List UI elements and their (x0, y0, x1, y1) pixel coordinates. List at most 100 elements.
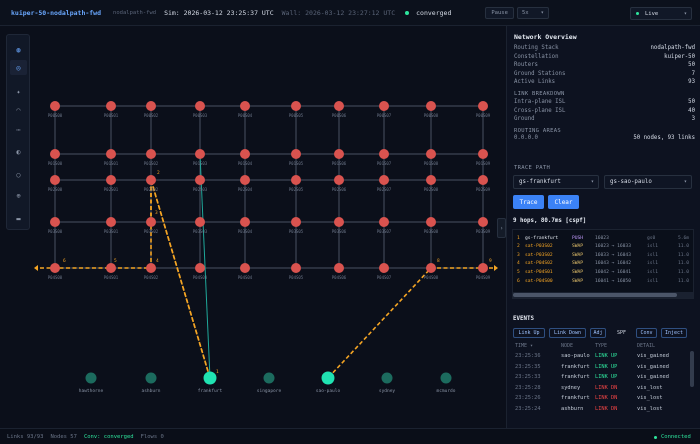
satellite-node[interactable] (426, 149, 436, 159)
satellite-node[interactable] (379, 175, 389, 185)
satellite-node[interactable] (240, 175, 250, 185)
settings-tool[interactable]: ⊕ (10, 188, 27, 203)
satellite-node[interactable] (106, 175, 116, 185)
filter-conv[interactable]: Conv (636, 328, 657, 338)
satellite-node[interactable] (291, 217, 301, 227)
satellite-node[interactable] (426, 101, 436, 111)
satellite-node[interactable] (291, 263, 301, 273)
link-tool[interactable]: ⋯ (10, 122, 27, 137)
collapse-panel-button[interactable]: › (497, 218, 506, 238)
satellite-node[interactable] (50, 149, 60, 159)
satellite-node[interactable] (50, 175, 60, 185)
satellite-node[interactable] (291, 175, 301, 185)
event-row[interactable]: 23:25:33 frankfurt LINK UP vis_gained (512, 372, 694, 383)
satellite-node[interactable] (50, 263, 60, 273)
satellite-tool[interactable]: ✦ (10, 84, 27, 99)
satellite-node[interactable] (50, 101, 60, 111)
trace-hop-row[interactable]: 3 sat-P03S02 SWAP 16033 → 16043 isl1 11.0 (513, 251, 695, 260)
layers-tool[interactable]: ◐ (10, 144, 27, 159)
ground-station-mcmurdo[interactable] (440, 372, 452, 384)
filter-link-up[interactable]: Link Up (513, 328, 545, 338)
speed-select[interactable]: 5x ▾ (516, 6, 549, 19)
trace-hop-row[interactable]: 4 sat-P04S02 SWAP 16043 → 16042 isl1 11.0 (513, 260, 695, 269)
satellite-node[interactable] (146, 101, 156, 111)
satellite-node[interactable] (426, 263, 436, 273)
trace-source-select[interactable]: gs-frankfurt ▾ (513, 175, 599, 189)
satellite-node[interactable] (291, 101, 301, 111)
globe-tool[interactable]: ◍ (10, 42, 27, 57)
satellite-node[interactable] (478, 175, 488, 185)
satellite-node[interactable] (195, 175, 205, 185)
trace-hop-row[interactable]: 6 sat-P04S00 SWAP 16041 → 16050 isl1 11.0 (513, 277, 695, 286)
satellite-node[interactable] (195, 149, 205, 159)
events-column-header[interactable]: TIME ▾ (515, 343, 534, 349)
satellite-node[interactable] (240, 149, 250, 159)
satellite-node[interactable] (106, 101, 116, 111)
pause-button[interactable]: Pause (485, 6, 514, 19)
event-row[interactable]: 23:25:35 frankfurt LINK UP vis_gained (512, 362, 694, 373)
trace-hop-row[interactable]: 5 sat-P04S01 SWAP 16042 → 16041 isl1 11.0 (513, 268, 695, 277)
satellite-node[interactable] (379, 101, 389, 111)
trace-hop-table[interactable]: 1 gs-frankfurt PUSH 16023 gs0 5.6m 2 sat-P03S02… (512, 229, 694, 299)
clear-button[interactable]: Clear (548, 195, 579, 209)
filter-adj[interactable]: Adj (590, 328, 606, 338)
satellite-node[interactable] (478, 263, 488, 273)
trace-hop-row[interactable]: 1 gs-frankfurt PUSH 16023 gs0 5.6m (513, 234, 695, 243)
live-select[interactable]: Live ▾ (630, 7, 692, 20)
event-row[interactable]: 23:25:26 frankfurt LINK DN vis_lost (512, 393, 694, 404)
satellite-node[interactable] (334, 101, 344, 111)
satellite-node[interactable] (146, 217, 156, 227)
satellite-node[interactable] (379, 217, 389, 227)
satellite-node[interactable] (334, 217, 344, 227)
panel-tool[interactable]: ▬ (10, 211, 27, 226)
event-row[interactable]: 23:25:24 ashburn LINK DN vis_lost (512, 404, 694, 415)
ground-station-sao-paulo[interactable] (321, 371, 335, 385)
breakdown-key: Cross-plane ISL (514, 107, 566, 114)
trace-hop-row[interactable]: 2 sat-P03S02 SWAP 16023 → 16033 isl1 11.0 (513, 243, 695, 252)
ground-station-ashburn[interactable] (145, 372, 157, 384)
satellite-node[interactable] (426, 217, 436, 227)
ground-station-hawthorne[interactable] (85, 372, 97, 384)
filter-link-down[interactable]: Link Down (549, 328, 586, 338)
satellite-node[interactable] (291, 149, 301, 159)
satellite-node[interactable] (106, 263, 116, 273)
filter-inject[interactable]: Inject (661, 328, 687, 338)
satellite-node[interactable] (334, 175, 344, 185)
satellite-node[interactable] (146, 149, 156, 159)
satellite-node[interactable] (106, 217, 116, 227)
ground-station-sydney[interactable] (381, 372, 393, 384)
satellite-node[interactable] (478, 101, 488, 111)
satellite-node[interactable] (146, 175, 156, 185)
satellite-node[interactable] (478, 149, 488, 159)
ground-station-frankfurt[interactable] (203, 371, 217, 385)
satellite-node[interactable] (334, 149, 344, 159)
satellite-node[interactable] (334, 263, 344, 273)
satellite-node[interactable] (195, 263, 205, 273)
satellite-node[interactable] (50, 217, 60, 227)
satellite-node[interactable] (195, 101, 205, 111)
satellite-node[interactable] (106, 149, 116, 159)
event-row[interactable]: 23:25:28 sydney LINK DN vis_lost (512, 383, 694, 394)
satellite-node[interactable] (379, 263, 389, 273)
satellite-node[interactable] (379, 149, 389, 159)
events-scrollbar[interactable] (690, 351, 694, 387)
scenario-title[interactable]: kuiper-50-nodalpath-fwd (11, 8, 102, 17)
target-tool[interactable]: ◎ (10, 60, 27, 75)
trace-button[interactable]: Trace (513, 195, 544, 209)
trace-scroll-thumb[interactable] (513, 293, 677, 297)
ground-station-singapore[interactable] (263, 372, 275, 384)
satellite-node[interactable] (240, 101, 250, 111)
satellite-node[interactable] (426, 175, 436, 185)
trace-dest-select[interactable]: gs-sao-paulo ▾ (604, 175, 692, 189)
satellite-node[interactable] (195, 217, 205, 227)
satellite-node[interactable] (478, 217, 488, 227)
event-row[interactable]: 23:25:36 sao-paulo LINK UP vis_gained (512, 351, 694, 362)
filter-spf[interactable]: SPF (616, 330, 627, 336)
satellite-node[interactable] (146, 263, 156, 273)
satellite-node[interactable] (240, 263, 250, 273)
orbit-tool[interactable]: ⌒ (10, 102, 27, 117)
satellite-node[interactable] (240, 217, 250, 227)
clock-tool[interactable]: ○ (10, 167, 27, 182)
trace-scrollbar[interactable] (513, 292, 693, 298)
